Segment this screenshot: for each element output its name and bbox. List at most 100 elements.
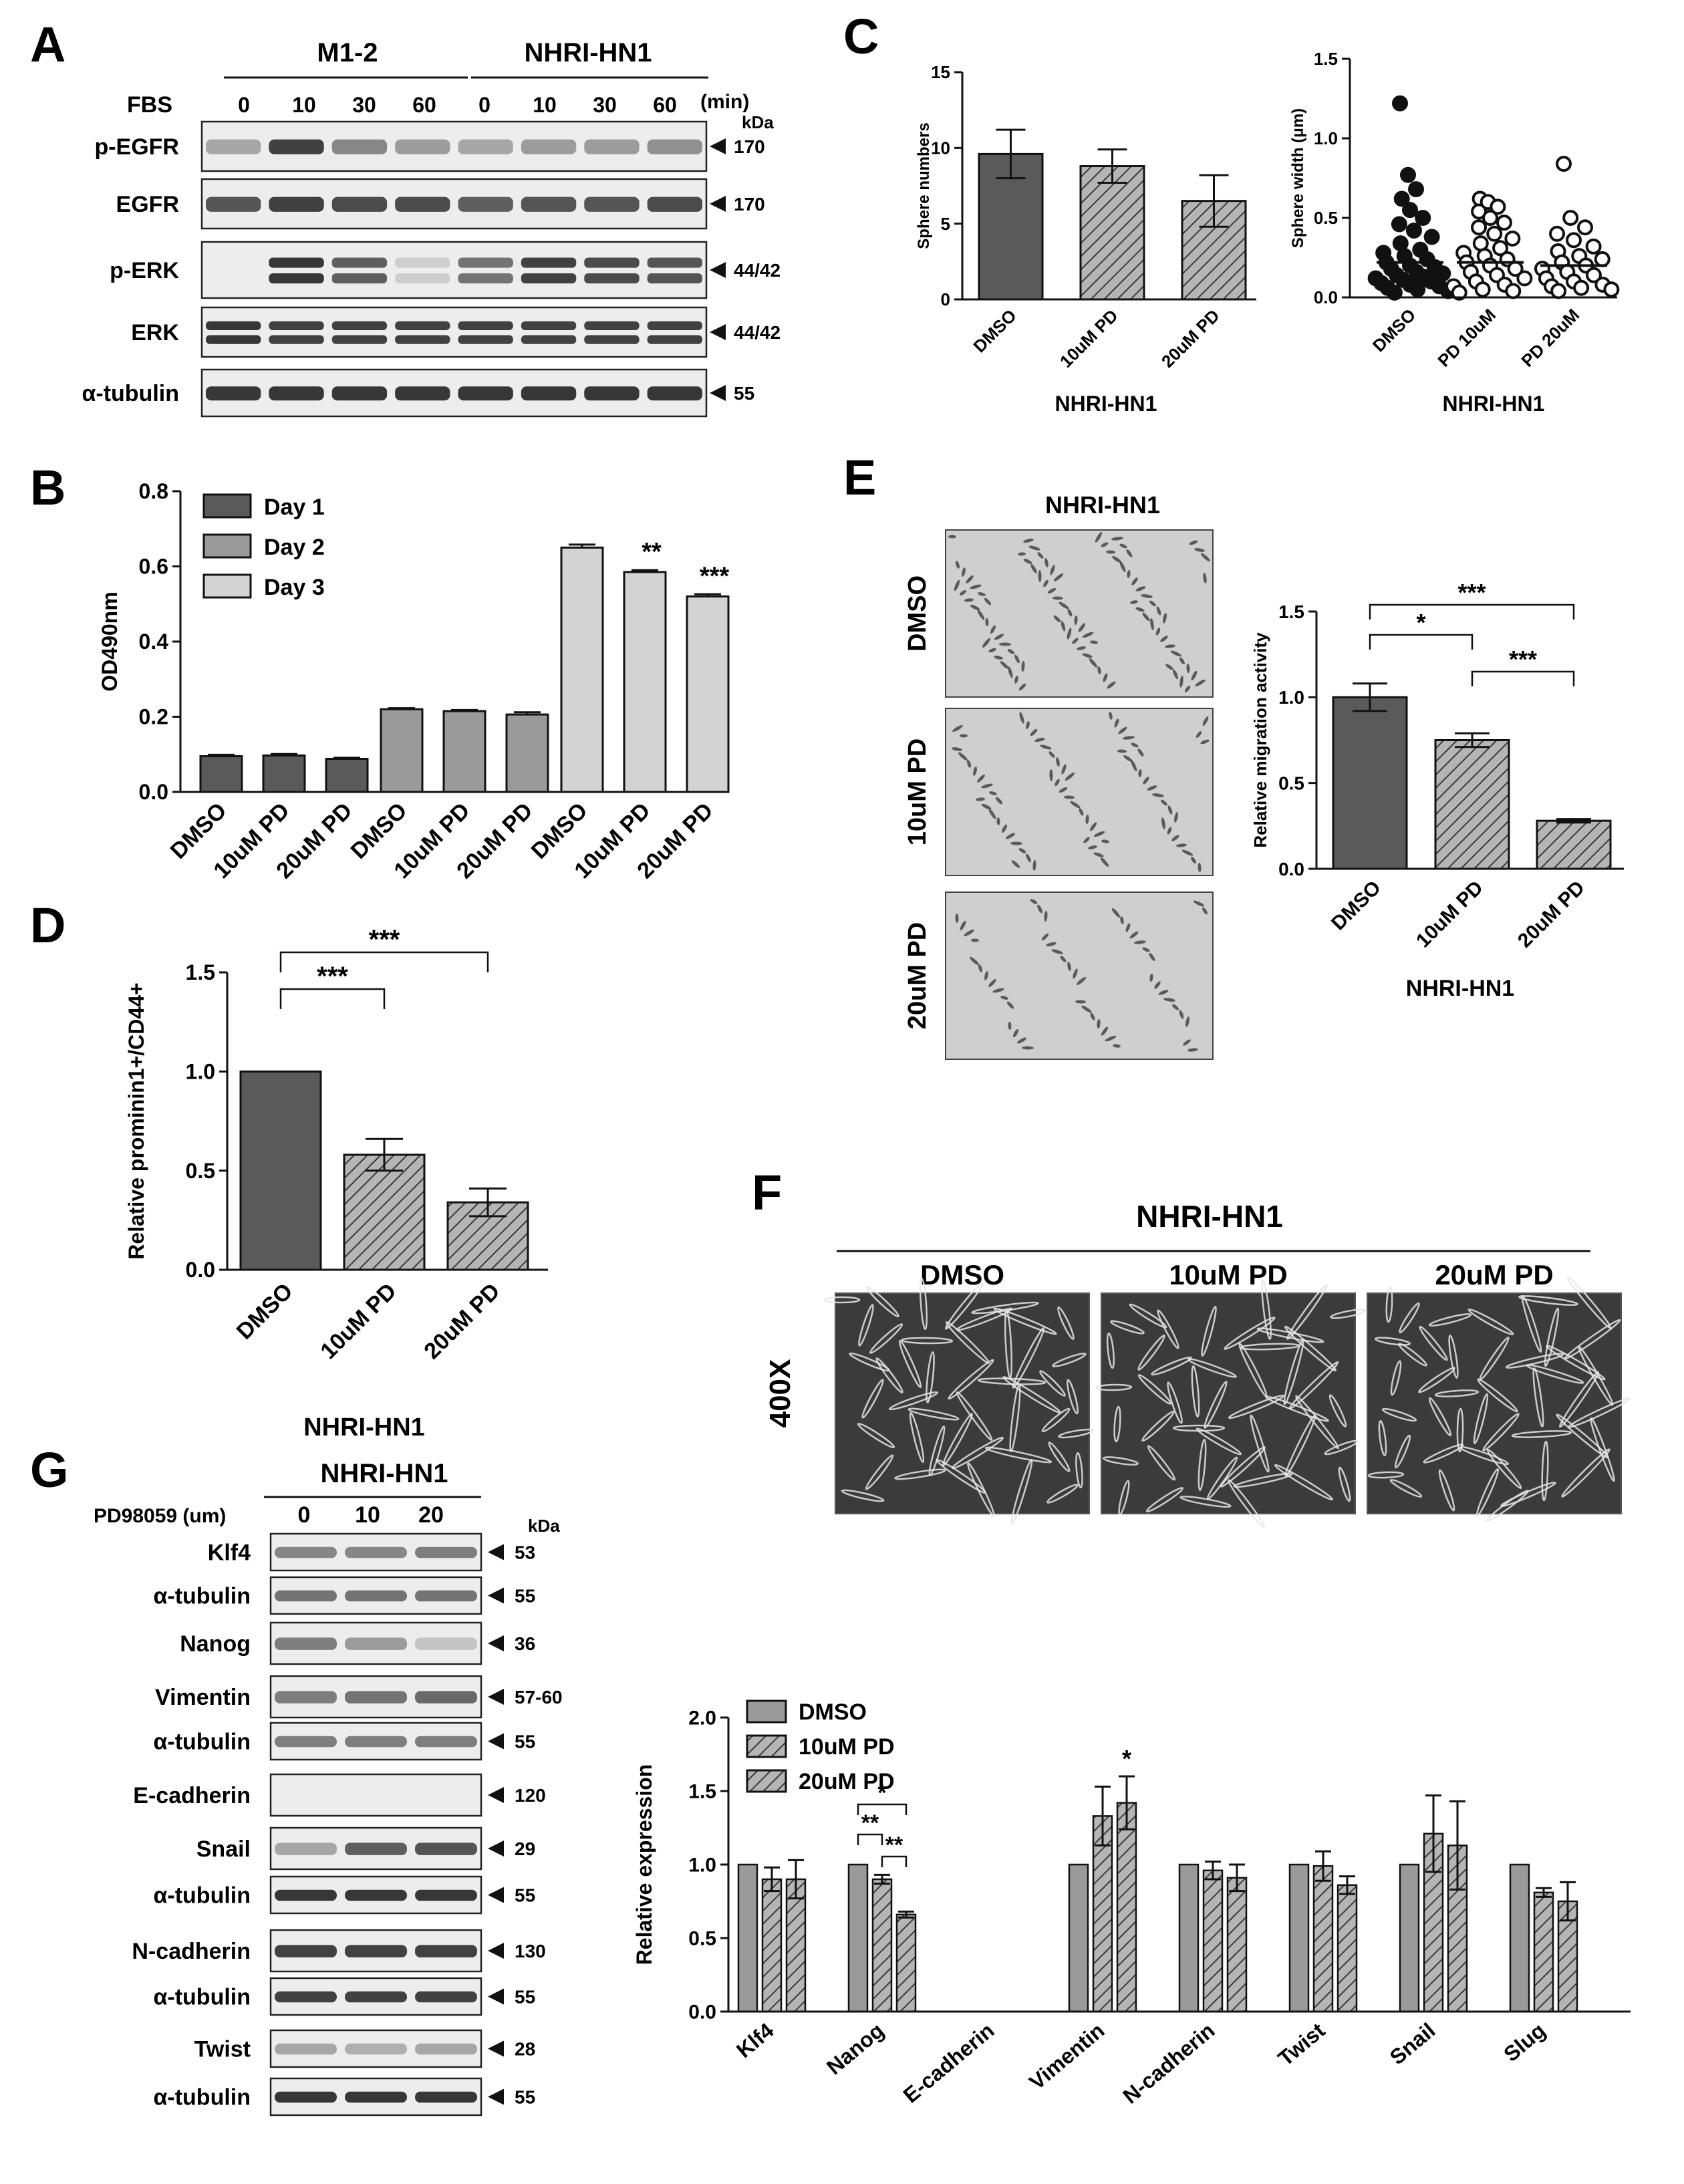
panel-f-cell-mark bbox=[888, 1391, 939, 1411]
panel-e-cell-mark bbox=[1141, 594, 1153, 598]
panel-g-bar bbox=[1399, 1863, 1420, 2013]
panel-f-column-label: 20uM PD bbox=[1435, 1259, 1553, 1290]
panel-e-cell-mark bbox=[994, 656, 1003, 660]
panel-e-cell-mark bbox=[1097, 1019, 1101, 1029]
panel-e-cell-mark bbox=[1014, 676, 1018, 684]
panel-e-bar bbox=[1332, 696, 1408, 870]
panel-a-blot-strip-band bbox=[458, 139, 513, 154]
panel-e-cell-mark bbox=[1048, 751, 1055, 758]
panel-f-cell-mark bbox=[1167, 1381, 1183, 1424]
panel-e-cell-mark bbox=[1049, 769, 1053, 781]
panel-e-cell-mark bbox=[1131, 577, 1138, 585]
panel-e-cell-mark bbox=[1026, 721, 1030, 729]
panel-c2-point bbox=[1504, 230, 1521, 247]
panel-e-cell-mark bbox=[1005, 833, 1016, 839]
panel-f-cell-mark bbox=[984, 1446, 1052, 1464]
panel-f-cell-mark bbox=[1201, 1306, 1217, 1357]
panel-e-cell-mark bbox=[1097, 666, 1101, 674]
panel-c2-point bbox=[1550, 283, 1567, 299]
panel-e-cell-mark bbox=[1060, 956, 1067, 962]
panel-f-cell-mark bbox=[1428, 1313, 1472, 1327]
panel-f-cell-mark bbox=[869, 1323, 903, 1354]
panel-e-cell-mark bbox=[1174, 812, 1178, 823]
panel-e-cell-mark bbox=[1076, 977, 1087, 985]
panel-e-cell-mark bbox=[1200, 739, 1210, 744]
panel-c1-y-tick-label: 10 bbox=[931, 138, 950, 158]
panel-g-size-label: 28 bbox=[515, 2039, 535, 2060]
panel-f-cell-mark bbox=[1113, 1405, 1121, 1443]
panel-e-cell-mark bbox=[1101, 1027, 1109, 1036]
panel-e-cell-mark bbox=[1179, 657, 1185, 665]
panel-e-cell-mark bbox=[1171, 835, 1179, 841]
panel-e-cell-mark bbox=[978, 964, 983, 972]
panel-f-cell-mark bbox=[1196, 1427, 1242, 1456]
panel-a-arrow-marker bbox=[710, 196, 726, 212]
panel-d-x-tick-label: DMSO bbox=[232, 1278, 298, 1345]
panel-b-bar bbox=[560, 546, 604, 793]
panel-f-cell-mark bbox=[1338, 1466, 1351, 1502]
panel-a-blot-strip-band bbox=[584, 273, 640, 284]
panel-e-cell-mark bbox=[1111, 537, 1123, 541]
panel-e-cell-mark bbox=[976, 797, 985, 801]
panel-g-bar bbox=[761, 1878, 783, 2013]
panel-a-blot-strip-band bbox=[269, 321, 324, 331]
panel-e-cell-mark bbox=[958, 752, 968, 761]
panel-e-cell-mark bbox=[948, 535, 956, 539]
panel-g-blot-title: NHRI-HN1 bbox=[320, 1459, 448, 1488]
panel-a-blot-strip-band bbox=[521, 273, 577, 284]
panel-f-cell-mark bbox=[1477, 1378, 1518, 1413]
panel-a-time-label: 30 bbox=[352, 93, 376, 117]
panel-b-bar bbox=[199, 755, 243, 793]
panel-e-cell-mark bbox=[1127, 570, 1131, 578]
panel-g-y-tick-label: 0.0 bbox=[688, 2002, 716, 2024]
panel-e-cell-mark bbox=[1074, 616, 1078, 625]
panel-g-row-label: α-tubulin bbox=[153, 1883, 251, 1909]
panel-e-cell-mark bbox=[1179, 1010, 1184, 1019]
panel-b-legend-label: Day 3 bbox=[264, 575, 325, 600]
panel-e-cell-mark bbox=[1181, 849, 1194, 856]
panel-a-time-label: 60 bbox=[412, 93, 436, 117]
panel-d-chart: 0.0 0.5 1.0 1.5 Relative prominin1+/CD44+ DMS… bbox=[124, 925, 548, 1442]
panel-g-blot-strip bbox=[269, 1977, 482, 2016]
panel-a-blot-strip-band bbox=[206, 196, 261, 212]
panel-g-x-tick-label: Slug bbox=[1499, 2018, 1550, 2066]
panel-g-sig-label: ** bbox=[861, 1810, 879, 1836]
panel-f-cell-mark bbox=[945, 1321, 990, 1364]
panel-f-cell-mark bbox=[1137, 1374, 1172, 1405]
panel-f-cell-mark bbox=[977, 1377, 1046, 1385]
panel-e-cell-mark bbox=[1067, 609, 1073, 617]
panel-e-cell-mark bbox=[1179, 676, 1183, 688]
panel-f-cell-mark bbox=[1012, 1327, 1045, 1389]
panel-e-row-label: 10uM PD bbox=[903, 738, 932, 845]
panel-g-blot-strip-band bbox=[415, 2091, 477, 2103]
panel-e-cell-mark bbox=[999, 642, 1011, 646]
panel-e-cell-mark bbox=[1119, 561, 1126, 573]
panel-g-size-label: 55 bbox=[515, 1987, 535, 2008]
panel-a-blot-strip-band bbox=[584, 321, 640, 331]
panel-g-size-label: 53 bbox=[515, 1542, 535, 1563]
panel-c2-point bbox=[1451, 284, 1467, 301]
panel-e-row-label: DMSO bbox=[903, 575, 932, 652]
panel-f-cell-mark bbox=[1511, 1430, 1572, 1438]
panel-e-cell-mark bbox=[1117, 749, 1127, 753]
panel-e-cell-mark bbox=[1101, 839, 1109, 843]
panel-e-cell-mark bbox=[978, 592, 986, 596]
panel-f-cell-mark bbox=[1561, 1448, 1610, 1498]
panel-d-y-tick-label: 1.5 bbox=[186, 960, 215, 984]
panel-a-blot-strip-band bbox=[647, 257, 702, 268]
panel-f-column-label: 10uM PD bbox=[1169, 1259, 1287, 1290]
panel-e-cell-mark bbox=[966, 760, 972, 768]
panel-f-title: NHRI-HN1 bbox=[1136, 1199, 1283, 1234]
panel-e-cell-mark bbox=[1142, 612, 1150, 622]
panel-e-cell-mark bbox=[1203, 573, 1207, 583]
panel-a-time-label: 30 bbox=[593, 93, 617, 117]
panel-a-blot-strip-band bbox=[521, 335, 577, 344]
panel-a-blot-strip-band bbox=[269, 273, 324, 284]
panel-e-cell-mark bbox=[1046, 942, 1057, 947]
panel-e-cell-mark bbox=[1123, 736, 1135, 740]
panel-e-cell-mark bbox=[1106, 550, 1115, 554]
panel-e-cell-mark bbox=[1030, 564, 1037, 573]
panel-e-cell-mark bbox=[1089, 822, 1097, 831]
panel-f-cell-mark bbox=[1256, 1327, 1324, 1343]
panel-c2-point bbox=[1585, 267, 1602, 283]
